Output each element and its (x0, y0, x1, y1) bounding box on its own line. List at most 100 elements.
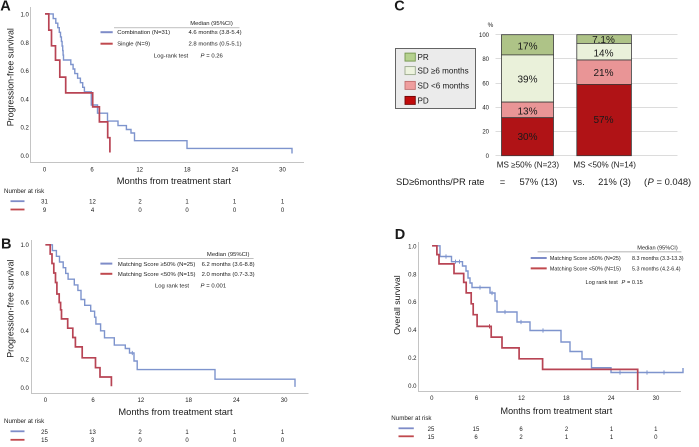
svg-text:0: 0 (185, 208, 189, 214)
svg-text:2.0 months (0.7-3.3): 2.0 months (0.7-3.3) (202, 272, 255, 278)
svg-text:39%: 39% (517, 75, 537, 86)
svg-text:1: 1 (185, 200, 189, 206)
svg-text:1.0: 1.0 (20, 243, 29, 249)
svg-text:2: 2 (138, 200, 142, 206)
svg-text:MS <50% (N=14): MS <50% (N=14) (573, 160, 636, 169)
svg-text:6: 6 (474, 435, 478, 441)
svg-text:15: 15 (473, 427, 480, 433)
svg-text:15: 15 (428, 435, 435, 441)
svg-text:0: 0 (233, 208, 237, 214)
svg-text:18: 18 (563, 396, 570, 402)
svg-text:Progression-free survival: Progression-free survival (6, 260, 16, 358)
svg-text:Matching Score <50% (N=15): Matching Score <50% (N=15) (550, 266, 621, 272)
svg-text:0: 0 (654, 435, 658, 441)
svg-text:P: P (201, 284, 205, 290)
svg-text:0.0: 0.0 (408, 384, 417, 390)
svg-text:0: 0 (281, 438, 285, 442)
svg-text:6: 6 (90, 168, 94, 174)
svg-text:Matching Score ≥50% (N=25): Matching Score ≥50% (N=25) (118, 262, 195, 268)
svg-text:30: 30 (281, 398, 288, 404)
svg-text:Months from treatment start: Months from treatment start (117, 176, 232, 186)
svg-text:Months from treatment start: Months from treatment start (501, 406, 613, 416)
svg-text:%: % (488, 22, 494, 29)
svg-text:30: 30 (653, 396, 660, 402)
svg-text:0: 0 (185, 438, 189, 442)
svg-text:25: 25 (41, 430, 48, 436)
svg-text:15: 15 (41, 438, 48, 442)
svg-text:1: 1 (233, 200, 237, 206)
svg-text:5.3 months (4.2-6.4): 5.3 months (4.2-6.4) (632, 266, 681, 272)
svg-text:0: 0 (43, 168, 47, 174)
svg-text:= 0.001: = 0.001 (206, 284, 226, 290)
svg-text:4: 4 (91, 208, 95, 214)
svg-text:0: 0 (44, 398, 48, 404)
svg-text:1: 1 (185, 430, 189, 436)
svg-text:12: 12 (136, 168, 143, 174)
svg-text:12: 12 (518, 396, 525, 402)
svg-text:Median (95%CI): Median (95%CI) (637, 246, 678, 252)
svg-text:40: 40 (482, 106, 489, 112)
svg-text:100: 100 (479, 33, 490, 39)
svg-text:0.8: 0.8 (20, 41, 29, 47)
svg-text:2: 2 (138, 430, 142, 436)
svg-text:0.4: 0.4 (20, 97, 29, 103)
svg-text:vs.: vs. (573, 176, 585, 187)
svg-text:Log rank test: Log rank test (586, 280, 619, 286)
svg-text:21%: 21% (593, 68, 613, 79)
svg-text:24: 24 (608, 396, 615, 402)
svg-text:Overall survival: Overall survival (392, 275, 402, 334)
svg-text:0.4: 0.4 (20, 329, 29, 335)
svg-text:9: 9 (43, 208, 47, 214)
svg-text:Number at risk: Number at risk (4, 418, 45, 425)
svg-text:57%: 57% (593, 115, 613, 126)
svg-text:0.6: 0.6 (20, 300, 29, 306)
svg-text:12: 12 (138, 398, 145, 404)
svg-text:6: 6 (91, 398, 95, 404)
svg-text:0.6: 0.6 (408, 300, 417, 306)
svg-text:24: 24 (233, 398, 240, 404)
svg-text:17%: 17% (517, 41, 537, 52)
svg-text:2: 2 (519, 435, 523, 441)
svg-text:18: 18 (185, 398, 192, 404)
svg-text:24: 24 (232, 168, 239, 174)
svg-text:1: 1 (281, 200, 285, 206)
svg-text:Log rank test: Log rank test (155, 284, 189, 290)
svg-text:18: 18 (184, 168, 191, 174)
svg-text:1: 1 (281, 430, 285, 436)
svg-text:0: 0 (486, 154, 490, 160)
svg-text:30%: 30% (517, 132, 537, 143)
svg-text:80: 80 (482, 57, 489, 63)
svg-text:D: D (395, 227, 405, 243)
svg-text:1: 1 (654, 427, 658, 433)
svg-text:8.3 months (3.3-13.3): 8.3 months (3.3-13.3) (632, 256, 684, 262)
svg-text:0.2: 0.2 (408, 356, 417, 362)
svg-text:13%: 13% (517, 106, 537, 117)
svg-text:0: 0 (430, 396, 434, 402)
svg-text:Months from treatment start: Months from treatment start (118, 407, 233, 417)
svg-text:31: 31 (41, 200, 48, 206)
svg-text:13: 13 (89, 430, 96, 436)
svg-text:7.1%: 7.1% (592, 35, 615, 46)
svg-text:1: 1 (610, 435, 614, 441)
svg-text:Combination (N=31): Combination (N=31) (117, 30, 170, 36)
svg-text:6.2 months (3.6-8.8): 6.2 months (3.6-8.8) (202, 262, 255, 268)
svg-text:20: 20 (482, 130, 489, 136)
svg-text:= 0.15: = 0.15 (627, 280, 643, 286)
svg-text:0: 0 (233, 438, 237, 442)
svg-text:Number at risk: Number at risk (391, 415, 432, 422)
svg-text:Matching Score <50% (N=15): Matching Score <50% (N=15) (118, 272, 196, 278)
svg-text:Log-rank test: Log-rank test (154, 54, 189, 60)
svg-text:SD <6 months: SD <6 months (418, 81, 470, 90)
svg-text:12: 12 (89, 200, 96, 206)
svg-text:= 0.048): = 0.048) (657, 176, 692, 187)
svg-text:Progression-free survival: Progression-free survival (5, 28, 15, 126)
svg-text:= 0.26: = 0.26 (206, 54, 223, 60)
svg-text:PD: PD (418, 96, 429, 105)
svg-text:6: 6 (475, 396, 479, 402)
svg-text:14%: 14% (593, 49, 613, 60)
svg-text:57% (13): 57% (13) (519, 176, 557, 187)
svg-text:0: 0 (138, 438, 142, 442)
svg-text:0.0: 0.0 (20, 154, 29, 160)
svg-text:0.8: 0.8 (20, 272, 29, 278)
svg-text:0.2: 0.2 (20, 358, 29, 364)
